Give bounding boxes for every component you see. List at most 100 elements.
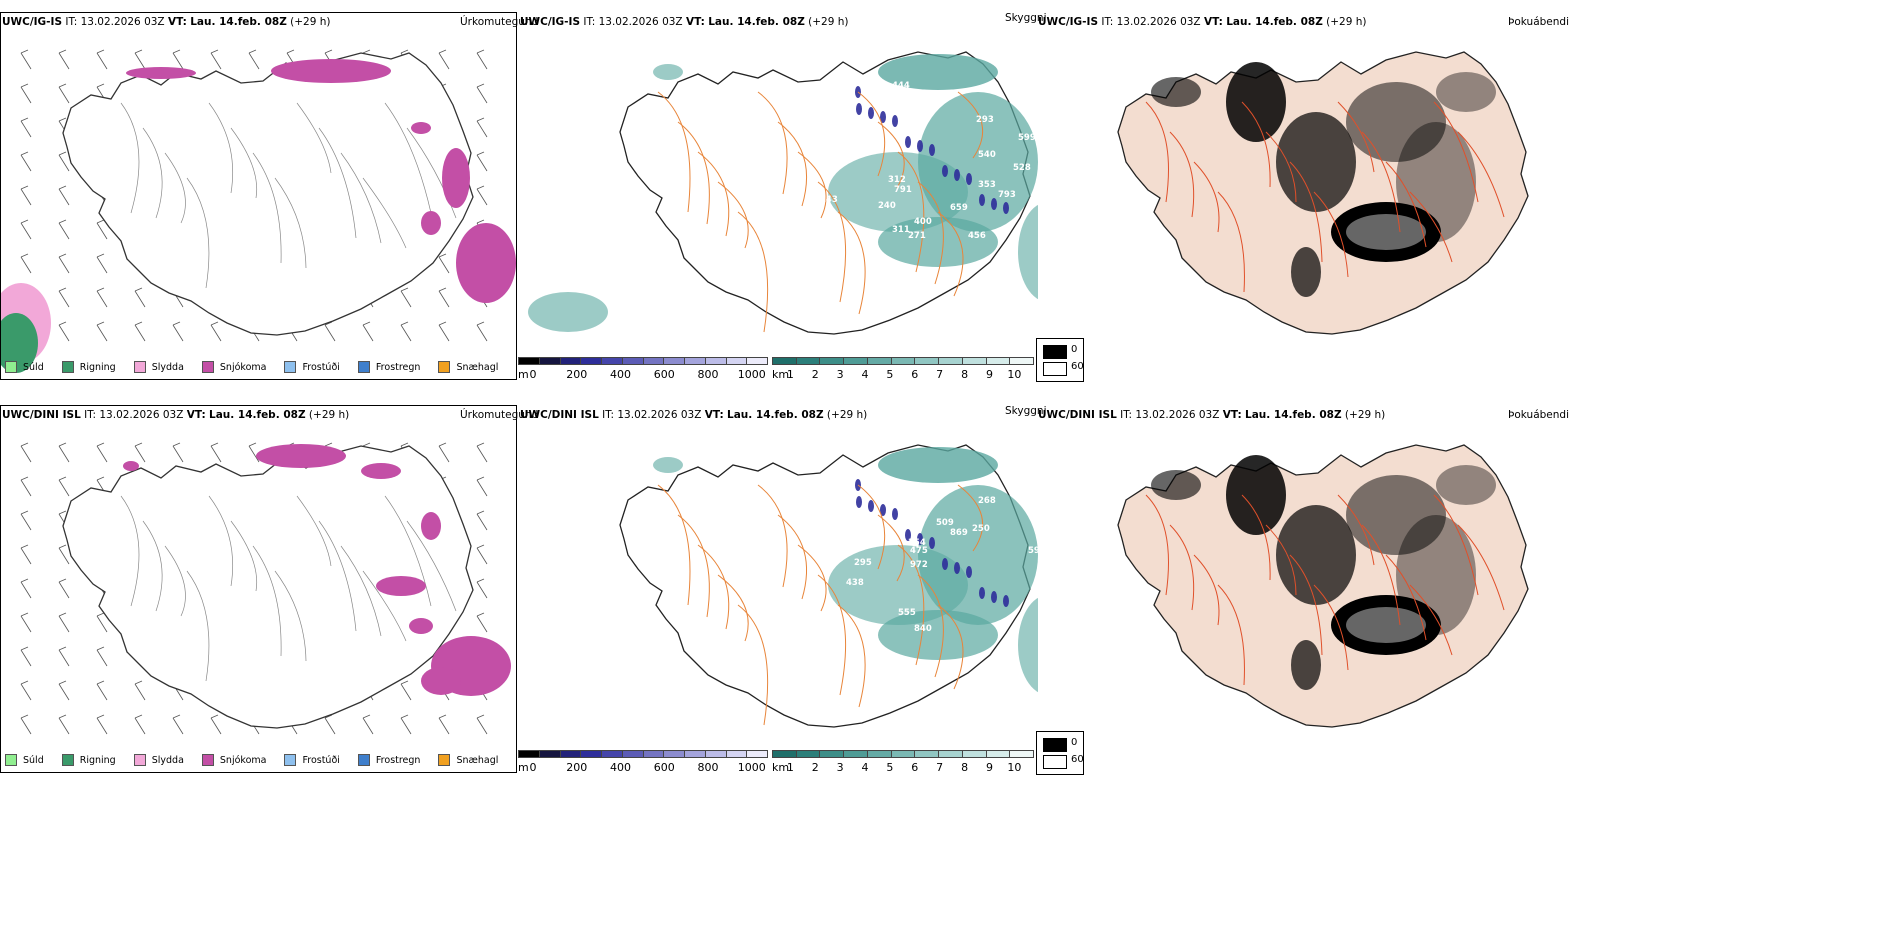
- peak-height-label: 444: [892, 81, 910, 91]
- colorbar-tick: 5: [886, 761, 894, 774]
- legend-item: Rigning: [61, 361, 116, 373]
- colorbar-swatch: [643, 358, 665, 364]
- fog-legend-swatch: [1043, 755, 1067, 769]
- peak-height-label: 295: [854, 558, 872, 568]
- fog-legend-swatch: [1043, 738, 1067, 752]
- colorbar-tick: 4: [861, 368, 869, 381]
- legend-swatch: [133, 754, 146, 766]
- peak-height-label: 268: [978, 496, 996, 506]
- colorbar-tick: 9: [985, 761, 993, 774]
- fog-legend-value: 0: [1071, 344, 1078, 355]
- legend-swatch: [516, 361, 517, 373]
- fog-legend-value: 60: [1071, 361, 1084, 372]
- legend-swatch: [61, 754, 74, 766]
- colorbar-tick: 800: [697, 761, 719, 774]
- legend-item: Slydda: [133, 754, 184, 766]
- colorbar-tick: 1: [786, 761, 794, 774]
- legend-swatch: [201, 754, 214, 766]
- colorbar-swatches: [518, 357, 768, 365]
- legend-item: Haglél: [516, 361, 517, 373]
- header-fog-bottom: UWC/DINI ISL IT: 13.02.2026 03Z VT: Lau.…: [1038, 409, 1386, 421]
- peak-height-label: 869: [950, 528, 968, 538]
- peak-height-label: 293: [976, 115, 994, 125]
- colorbar-tick: 3: [836, 368, 844, 381]
- colorbar-tick: 1: [786, 368, 794, 381]
- legend-swatch: [357, 754, 370, 766]
- colorbar-tick: 200: [566, 761, 588, 774]
- colorbar-height-top: m 0 200 400 600 800 1000: [518, 357, 768, 385]
- colorbar-tick: 1000: [737, 368, 766, 381]
- colorbar-height-bottom: m 0 200 400 600 800 1000: [518, 750, 768, 778]
- legend-item: Frostregn: [357, 754, 420, 766]
- colorbar-swatch: [685, 358, 706, 364]
- legend-label: Slydda: [151, 754, 184, 766]
- colorbar-swatch: [685, 751, 706, 757]
- peak-height-label: 312: [888, 175, 906, 185]
- colorbar-swatch: [560, 751, 582, 757]
- colorbar-tick: 7: [936, 761, 944, 774]
- legend-item: Frostúði: [284, 754, 340, 766]
- legend-label: Snæhagl: [456, 754, 499, 766]
- fog-map-top: [1117, 51, 1529, 335]
- colorbar-swatch: [519, 358, 540, 364]
- precip-type-map-top: [1, 49, 516, 373]
- fog-legend-bottom: 0 60: [1036, 731, 1084, 775]
- colorbar-swatch: [986, 751, 1011, 757]
- cloud-base-panel-top: 444 293 599 540 528 353 793 312 791 143 240 659 400 3…: [518, 12, 1038, 380]
- legend-label: Súld: [23, 754, 44, 766]
- header-cloud-bottom: UWC/DINI ISL IT: 13.02.2026 03Z VT: Lau.…: [520, 409, 868, 421]
- colorbar-swatch: [581, 358, 602, 364]
- legend-swatch: [284, 754, 297, 766]
- cloud-base-panel-bottom: 3014574272685092508693544752955919724385…: [518, 405, 1038, 773]
- colorbar-tick: 600: [653, 368, 675, 381]
- colorbar-unit: m: [518, 761, 529, 774]
- peak-height-label: 427: [904, 496, 922, 506]
- peak-height-label: 311: [892, 225, 910, 235]
- colorbar-unit: m: [518, 368, 529, 381]
- peak-height-label: 509: [936, 518, 954, 528]
- colorbar-swatch: [796, 751, 821, 757]
- colorbar-swatch: [581, 751, 602, 757]
- legend-item: Snjókoma: [201, 361, 266, 373]
- colorbar-swatch: [664, 358, 685, 364]
- colorbar-swatch: [602, 751, 623, 757]
- colorbar-tick: 8: [961, 368, 969, 381]
- peak-height-label: 271: [908, 231, 926, 241]
- colorbar-tick: 200: [566, 368, 588, 381]
- colorbar-tick: 3: [836, 761, 844, 774]
- colorbar-swatch: [820, 751, 845, 757]
- colorbar-tick: 6: [911, 368, 919, 381]
- fog-legend-swatch: [1043, 345, 1067, 359]
- colorbar-tick: 0: [529, 761, 537, 774]
- precip-type-map-bottom: [20, 442, 511, 735]
- precip-type-legend: Súld Rigning Slydda Snjókoma Frostúði Frostre…: [5, 361, 517, 373]
- peak-height-label: 840: [914, 624, 932, 634]
- peak-height-label: 456: [968, 231, 986, 241]
- colorbar-swatch: [844, 358, 868, 364]
- legend-label: Slydda: [151, 361, 184, 373]
- colorbar-swatch: [867, 751, 892, 757]
- colorbar-tick: 0: [529, 368, 537, 381]
- legend-label: Snjókoma: [219, 754, 267, 766]
- legend-item: Snæhagl: [438, 754, 498, 766]
- legend-item: Súld: [5, 361, 44, 373]
- fog-panel-top: [1036, 12, 1556, 380]
- header-precip-top: UWC/IG-IS IT: 13.02.2026 03Z VT: Lau. 14…: [2, 16, 331, 28]
- legend-swatch: [133, 361, 146, 373]
- legend-item: Rigning: [61, 754, 116, 766]
- colorbar-tick: 7: [936, 368, 944, 381]
- colorbar-swatch: [705, 358, 727, 364]
- colorbar-swatch: [773, 751, 797, 757]
- colorbar-swatch: [560, 358, 582, 364]
- peak-height-label: 599: [1018, 133, 1036, 143]
- peak-height-label: 540: [978, 150, 996, 160]
- colorbar-swatch: [915, 358, 940, 364]
- peak-height-label: 438: [846, 578, 864, 588]
- legend-item: Snæhagl: [438, 361, 498, 373]
- colorbar-swatch: [747, 358, 767, 364]
- colorbar-swatch: [519, 751, 540, 757]
- colorbar-swatch: [664, 751, 685, 757]
- colorbar-unit: km: [772, 368, 790, 381]
